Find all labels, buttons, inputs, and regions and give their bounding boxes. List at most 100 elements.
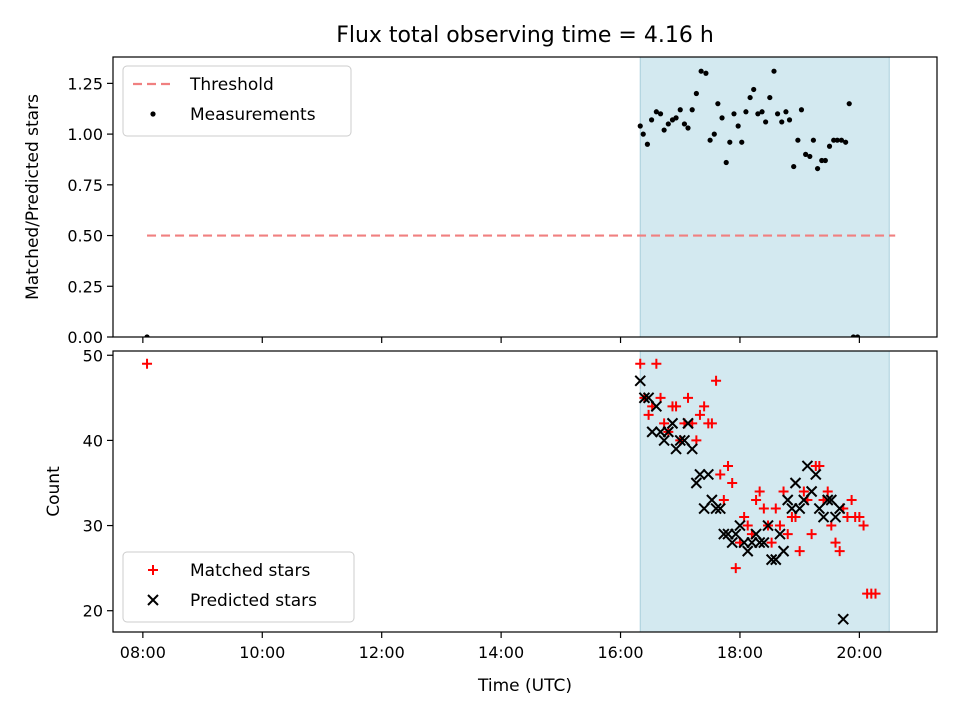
- predicted-star-point: [646, 426, 658, 438]
- y-tick-label: 1.00: [67, 125, 103, 144]
- measurement-point: [739, 139, 745, 145]
- matched-star-point: [751, 495, 762, 506]
- measurement-point: [731, 111, 737, 117]
- predicted-star-point: [753, 536, 766, 549]
- measurement-point: [791, 163, 797, 170]
- x-tick-label: 16:00: [597, 643, 643, 662]
- series-matched-stars: [142, 358, 881, 599]
- measurement-point: [693, 90, 699, 97]
- measurement-point: [707, 137, 713, 143]
- measurement-point: [779, 119, 785, 125]
- matched-star-point: [635, 358, 646, 369]
- matched-star-point: [858, 520, 869, 531]
- predicted-star-point: [686, 443, 698, 455]
- predicted-star-point: [777, 545, 790, 557]
- measurement-point: [681, 121, 688, 127]
- measurement-point: [698, 68, 704, 74]
- legend: Threshold Measurements: [122, 65, 352, 137]
- x-tick-label: 14:00: [478, 643, 524, 662]
- measurement-point: [673, 115, 679, 121]
- matched-star-point: [715, 469, 726, 480]
- series-predicted-stars: [634, 375, 849, 625]
- measurement-point: [653, 109, 659, 115]
- matched-star-point: [846, 495, 857, 506]
- predicted-star-point: [813, 502, 826, 515]
- measurement-point: [831, 137, 837, 143]
- matched-star-point: [742, 520, 753, 531]
- measurement-point: [677, 107, 683, 113]
- x-tick-label: 18:00: [717, 643, 763, 662]
- legend-label: Predicted stars: [190, 591, 317, 611]
- y-tick-label: 20: [83, 602, 103, 621]
- predicted-star-point: [774, 528, 786, 540]
- predicted-star-point: [825, 494, 838, 506]
- measurement-point: [810, 137, 817, 143]
- measurement-point: [648, 117, 655, 123]
- measurement-point: [783, 109, 789, 115]
- measurement-point: [743, 109, 749, 115]
- measurement-point: [689, 107, 695, 113]
- predicted-star-point: [710, 502, 722, 515]
- predicted-star-point: [638, 392, 651, 404]
- y-axis-label: Count: [44, 466, 64, 517]
- predicted-star-point: [726, 536, 738, 549]
- predicted-star-point: [682, 417, 694, 430]
- legend-box: [122, 65, 352, 137]
- measurement-point: [846, 101, 852, 107]
- predicted-star-point: [734, 519, 746, 532]
- predicted-star-point: [805, 485, 818, 498]
- matched-star-point: [671, 401, 682, 412]
- measurement-point: [144, 334, 150, 337]
- predicted-star-point: [833, 502, 846, 515]
- y-tick-label: 1.25: [67, 74, 103, 93]
- measurement-point: [735, 123, 741, 129]
- legend-label: Measurements: [190, 105, 316, 125]
- measurement-point: [838, 137, 845, 143]
- matched-star-point: [770, 503, 781, 514]
- x-tick-label: 10:00: [239, 643, 285, 662]
- predicted-star-point: [718, 528, 730, 540]
- measurement-point: [747, 94, 753, 101]
- predicted-star-point: [742, 545, 754, 557]
- measurement-point: [637, 123, 643, 129]
- measurement-point: [774, 111, 781, 117]
- matched-star-point: [794, 546, 805, 557]
- measurement-point: [711, 131, 717, 137]
- y-tick-label: 50: [83, 346, 103, 365]
- predicted-star-point: [793, 502, 806, 515]
- observing-span: [639, 56, 890, 338]
- x-tick-label: 20:00: [836, 643, 882, 662]
- y-tick-label: 40: [83, 431, 103, 450]
- matched-star-point: [774, 520, 785, 531]
- predicted-star-point: [650, 400, 663, 413]
- measurement-point: [803, 151, 809, 157]
- measurement-point: [759, 109, 765, 115]
- measurement-point: [661, 127, 667, 133]
- matched-star-point: [754, 486, 765, 497]
- measurement-point: [854, 334, 861, 337]
- matched-star-point: [798, 486, 809, 497]
- legend-swatch: [150, 111, 156, 117]
- matched-star-point: [727, 477, 738, 488]
- panel-1: 0.00 0.25 0.50 0.75 1.00 1.25 Matched/Predicte…: [23, 56, 938, 347]
- predicted-star-point: [817, 511, 830, 523]
- measurement-point: [850, 334, 857, 337]
- y-tick-label: 0.75: [67, 176, 103, 195]
- predicted-star-point: [714, 502, 726, 515]
- legend-box: [122, 551, 355, 623]
- matched-star-point: [730, 563, 741, 574]
- measurement-point: [767, 94, 773, 101]
- legend: Matched stars Predicted stars: [122, 551, 355, 623]
- predicted-star-point: [829, 511, 842, 523]
- x-tick-label: 12:00: [359, 643, 405, 662]
- matched-star-point: [699, 401, 710, 412]
- measurement-point: [814, 165, 821, 172]
- measurement-point: [719, 115, 725, 121]
- predicted-star-point: [670, 443, 682, 455]
- chart-title: Flux total observing time = 4.16 h: [336, 23, 714, 48]
- measurement-point: [751, 86, 757, 93]
- matched-star-point: [694, 409, 705, 420]
- matched-star-point: [683, 392, 694, 403]
- measurement-point: [771, 68, 777, 74]
- matched-star-point: [782, 529, 793, 540]
